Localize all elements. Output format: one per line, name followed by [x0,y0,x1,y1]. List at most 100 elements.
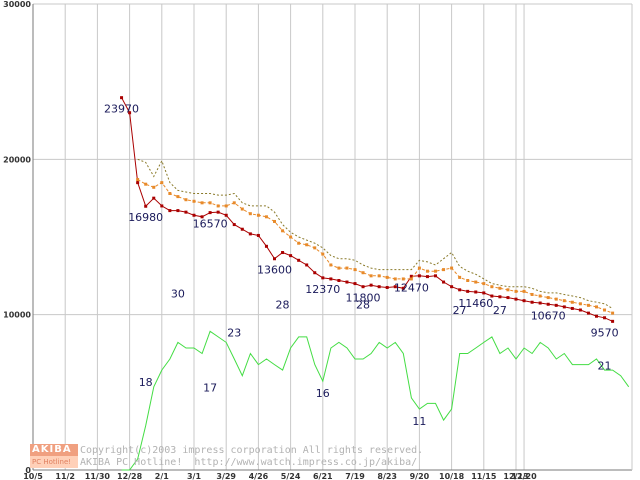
data-point-price [586,311,590,315]
data-point-average [168,192,172,196]
count-data-label: 16 [316,387,330,400]
data-point-price [506,296,510,300]
data-point-price [442,280,446,284]
data-point-average [514,289,518,293]
data-point-price [417,274,421,278]
data-point-price [264,244,268,248]
data-point-price [297,258,301,262]
x-tick-label: 10/5 [23,472,43,480]
data-point-price [152,196,156,200]
data-point-price [578,308,582,312]
data-point-price [522,299,526,303]
data-point-price [546,302,550,306]
data-point-price [313,271,317,275]
data-point-average [160,181,164,185]
data-point-price [369,283,373,287]
data-point-average [562,299,566,303]
data-point-price [514,297,518,301]
data-point-price [337,278,341,282]
data-point-average [152,185,156,189]
data-point-average [256,213,260,217]
x-tick-label: 12/13 [503,472,528,480]
data-point-price [248,232,252,236]
data-point-average [345,266,349,270]
data-point-average [248,212,252,216]
data-point-average [321,252,325,256]
y-tick-label: 20000 [3,155,31,164]
series-line-high [137,158,613,309]
count-data-label: 30 [171,288,185,301]
logo-bottom-text: PC Hotline! [30,456,78,468]
data-point-average [425,269,429,273]
x-tick-label: 2/1 [155,472,169,480]
data-point-average [289,235,293,239]
data-point-average [361,271,365,275]
x-tick-label: 5/24 [281,472,301,480]
data-point-price [232,223,236,227]
data-point-average [176,195,180,199]
x-tick-label: 12/20 [511,472,537,480]
x-tick-label: 11/2 [55,472,75,480]
count-data-label: 27 [453,304,467,317]
data-point-average [208,201,212,205]
data-point-average [184,198,188,202]
data-point-average [442,268,446,272]
price-data-label: 12370 [305,283,340,296]
data-point-price [353,282,357,286]
data-point-price [409,274,413,278]
count-data-label: 28 [356,299,370,312]
data-point-price [176,209,180,213]
price-data-label: 9570 [591,326,619,339]
data-point-average [417,266,421,270]
data-point-price [128,111,132,115]
data-point-average [232,201,236,205]
x-tick-label: 10/18 [439,472,465,480]
data-point-price [256,233,260,237]
count-data-label: 21 [598,360,612,373]
data-labels: 23970 16980 16570 13600 12370 11800 12470 11460… [104,103,619,428]
data-point-average [385,275,389,279]
data-point-price [321,276,325,280]
data-point-price [482,291,486,295]
x-axis-ticks: 10/5 11/2 11/30 12/28 2/1 3/1 3/29 4/26 5/24 6/21… [23,472,537,480]
data-point-price [498,295,502,299]
data-point-average [377,274,381,278]
data-point-price [345,280,349,284]
count-data-label: 23 [227,326,241,339]
logo-top-text: AKIBA [30,444,78,456]
x-tick-label: 11/30 [85,472,111,480]
data-point-average [458,275,462,279]
data-point-price [562,305,566,309]
data-point-price [466,289,470,293]
data-point-price [240,227,244,231]
data-point-price [570,306,574,310]
data-point-average [281,229,285,233]
data-point-average [530,292,534,296]
x-tick-label: 3/29 [216,472,236,480]
data-point-price [136,181,140,185]
x-tick-label: 12/28 [117,472,143,480]
copyright-credit: Copyright(c)2003 impress corporation All… [80,445,423,469]
data-point-average [273,219,276,223]
data-point-price [490,294,494,298]
data-point-average [474,280,478,284]
data-point-average [313,246,317,250]
count-data-label: 27 [493,304,507,317]
data-point-average [401,277,405,281]
data-point-average [586,303,590,307]
data-point-average [522,289,526,293]
akiba-logo: AKIBA PC Hotline! [30,444,78,468]
data-point-average [434,269,437,273]
data-point-average [498,286,502,290]
data-point-price [530,300,534,304]
data-point-average [329,263,333,267]
data-point-price [208,211,212,215]
count-data-label: 17 [203,382,217,395]
y-tick-label: 0 [25,466,31,475]
data-point-average [554,297,558,301]
data-point-price [425,275,429,279]
price-data-label: 23970 [104,103,139,116]
data-point-average [353,268,357,272]
credit-line-1: Copyright(c)2003 impress corporation All… [80,445,424,456]
